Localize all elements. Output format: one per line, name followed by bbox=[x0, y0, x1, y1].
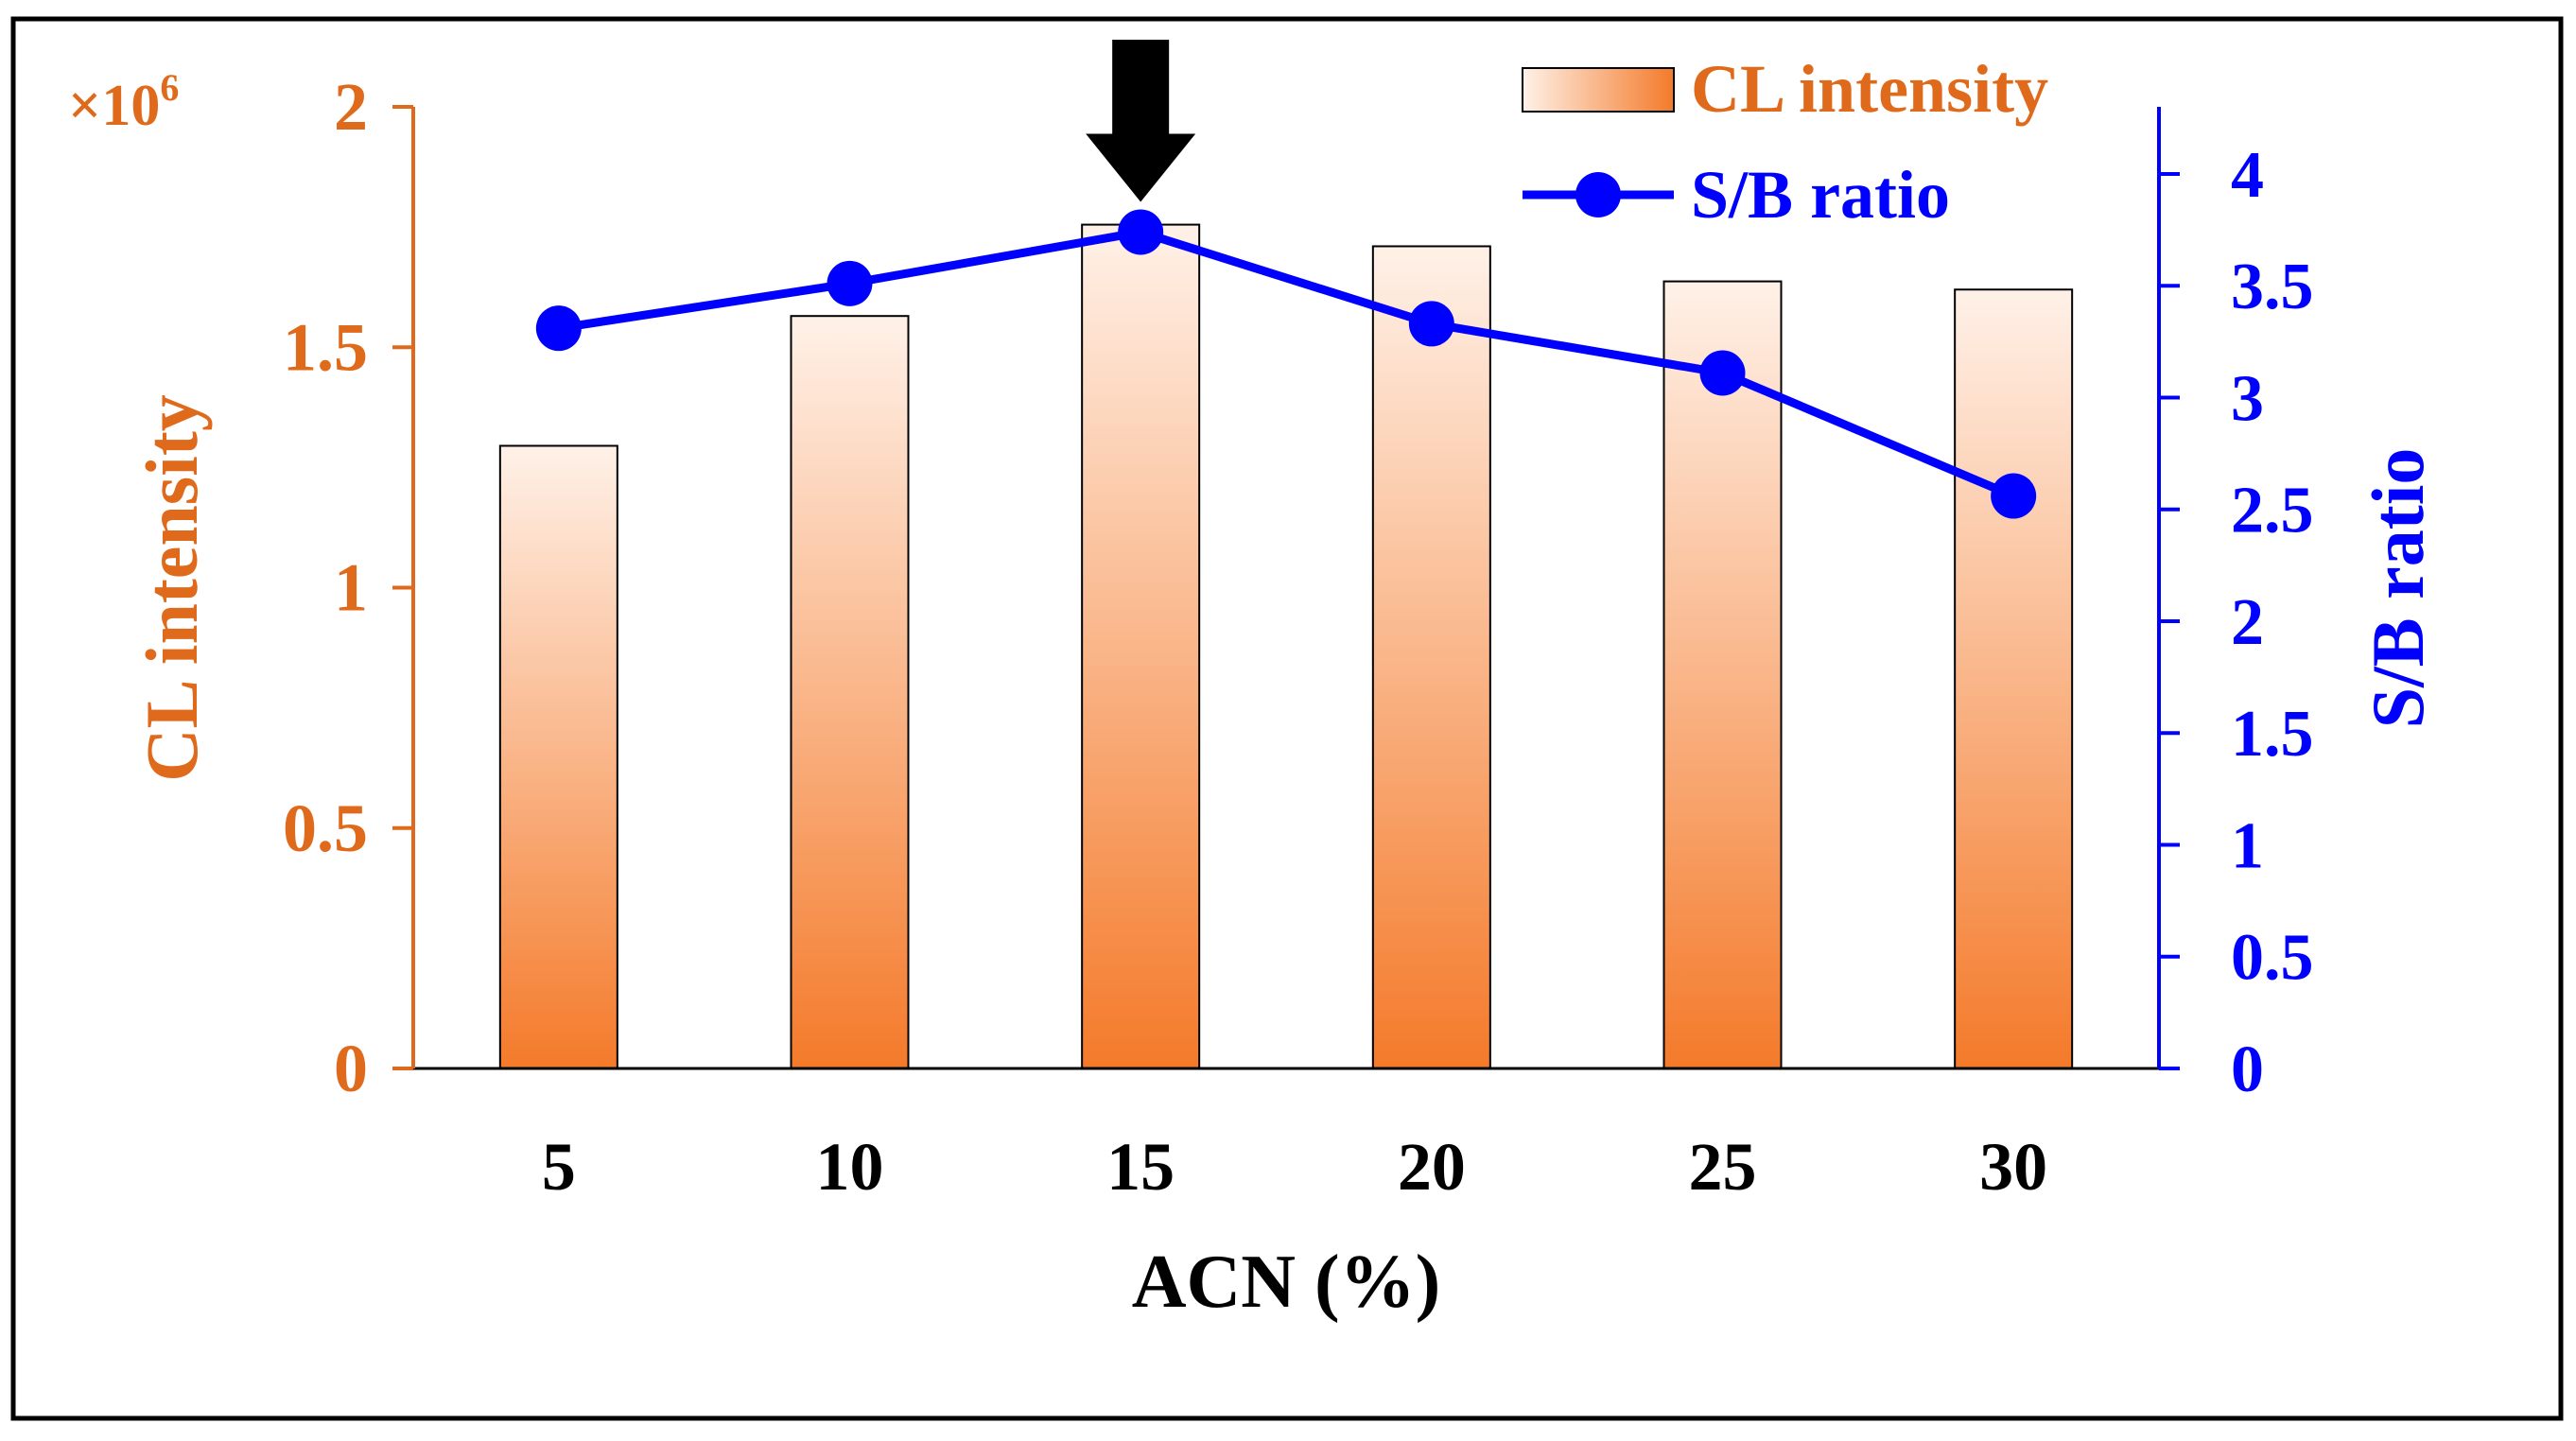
right-axis-title: S/B ratio bbox=[2357, 448, 2439, 729]
x-tick-label: 20 bbox=[1398, 1129, 1466, 1205]
bar-15 bbox=[1081, 223, 1201, 1069]
bar-5 bbox=[498, 444, 618, 1069]
x-tick-label: 25 bbox=[1689, 1129, 1757, 1205]
legend-line-label: S/B ratio bbox=[1691, 157, 1950, 233]
sb-ratio-line bbox=[558, 227, 2015, 500]
sb-point-25 bbox=[1699, 350, 1746, 396]
left-axis-multiplier: ×106 bbox=[68, 66, 179, 138]
legend-bar-label: CL intensity bbox=[1691, 51, 2048, 127]
sb-point-5 bbox=[535, 305, 582, 352]
line-series bbox=[535, 209, 2037, 519]
x-tick-label: 30 bbox=[1979, 1129, 2047, 1205]
left-tick-label: 0 bbox=[334, 1031, 368, 1106]
bar-10 bbox=[790, 315, 910, 1069]
multiplier-base: ×10 bbox=[68, 74, 160, 138]
left-tick-label: 2 bbox=[334, 69, 368, 145]
legend-bar-swatch bbox=[1522, 67, 1675, 113]
bar-25 bbox=[1662, 280, 1783, 1069]
right-tick-label: 2.5 bbox=[2231, 475, 2314, 547]
x-tick-label: 10 bbox=[816, 1129, 884, 1205]
multiplier-exponent: 6 bbox=[160, 66, 179, 109]
left-tick-label: 0.5 bbox=[283, 790, 368, 866]
right-tick-label: 3.5 bbox=[2231, 251, 2314, 323]
left-tick-label: 1 bbox=[334, 550, 368, 626]
right-tick-label: 0.5 bbox=[2231, 922, 2314, 995]
right-tick-label: 3 bbox=[2231, 362, 2264, 435]
x-tick-label: 15 bbox=[1106, 1129, 1175, 1205]
sb-point-30 bbox=[1991, 473, 2037, 519]
left-axis-title: CL intensity bbox=[131, 394, 213, 782]
legend: CL intensity S/B ratio bbox=[1522, 51, 2048, 233]
right-tick-label: 2 bbox=[2231, 586, 2264, 659]
x-tick-label: 5 bbox=[542, 1129, 576, 1205]
bar-30 bbox=[1954, 288, 2074, 1070]
right-tick-label: 1.5 bbox=[2231, 698, 2314, 771]
bar-20 bbox=[1371, 245, 1491, 1069]
right-tick-label: 0 bbox=[2231, 1033, 2264, 1106]
figure-frame bbox=[10, 16, 2564, 1421]
legend-line-marker bbox=[1575, 172, 1621, 217]
sb-point-20 bbox=[1408, 301, 1454, 347]
x-axis-title: ACN (%) bbox=[1132, 1241, 1441, 1324]
sb-point-15 bbox=[1118, 209, 1164, 255]
left-y-ticks: 0 0.5 1 1.5 2 bbox=[283, 69, 413, 1106]
right-tick-label: 1 bbox=[2231, 809, 2264, 882]
left-tick-label: 1.5 bbox=[283, 309, 368, 385]
right-tick-label: 4 bbox=[2231, 139, 2264, 212]
bar-series bbox=[498, 223, 2074, 1070]
x-tick-labels: 5 10 15 20 25 30 bbox=[542, 1129, 2047, 1205]
highlight-arrow-icon bbox=[1086, 40, 1196, 202]
right-y-ticks: 0 0.5 1 1.5 2 2.5 3 3.5 4 bbox=[2159, 139, 2314, 1106]
sb-point-10 bbox=[827, 260, 873, 306]
